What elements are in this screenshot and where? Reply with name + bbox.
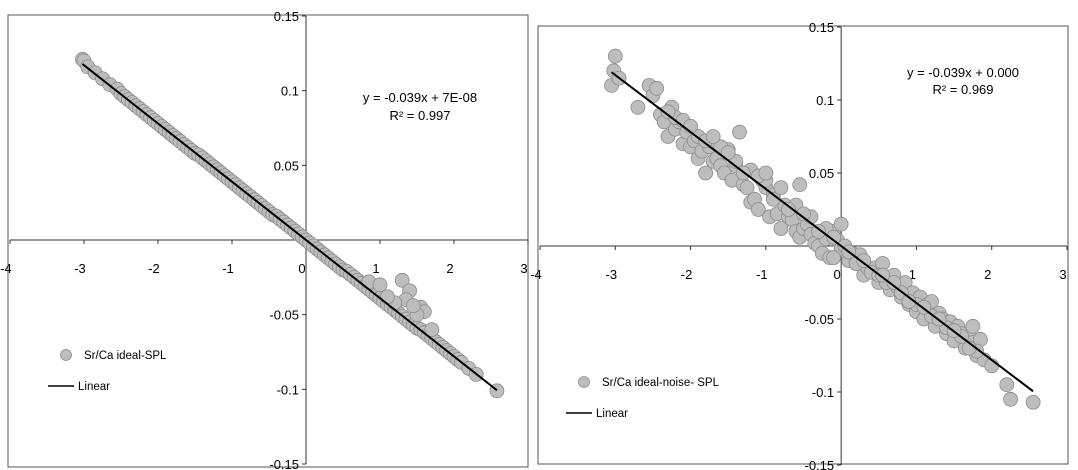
y-tick-label: -0.1 — [277, 382, 299, 397]
scatter-point — [811, 223, 826, 239]
trend-line — [81, 63, 498, 392]
scatter-point — [999, 377, 1015, 393]
chart-left: -4 -3 -2 -1 0 1 2 3 0.15 0.1 0.05 -0.05 -0.1 -0.15 y =… — [0, 9, 529, 470]
x-tick-label: 0 — [298, 261, 305, 276]
scatter-point — [781, 202, 796, 217]
chart-right: -4 -3 -2 -1 0 1 2 3 0.15 0.1 0.05 -0.05 -0.1 -0.15 y =… — [530, 20, 1069, 470]
plot-frame — [7, 14, 529, 468]
scatter-point — [424, 322, 440, 338]
x-tick-label: -3 — [606, 267, 618, 282]
scatter-point — [886, 275, 902, 290]
scatter-point — [732, 124, 747, 140]
scatter-point — [773, 221, 789, 236]
x-tick-label: -4 — [0, 261, 12, 276]
x-tick-label: -3 — [74, 261, 86, 276]
scatter-point — [379, 289, 395, 305]
scatter-point — [833, 216, 849, 232]
x-tick-label: -1 — [222, 261, 234, 276]
scatter-point — [630, 99, 646, 115]
x-tick-label: 2 — [984, 267, 991, 282]
legend-label-points: Sr/Ca ideal-noise- SPL — [602, 377, 720, 389]
y-tick-label: 0.1 — [816, 93, 834, 108]
trend-line — [610, 71, 1034, 393]
scatter-point — [965, 318, 981, 334]
y-tick-label: -0.15 — [805, 458, 835, 470]
scatter-point — [826, 229, 842, 245]
y-tick-label: 0.1 — [281, 84, 299, 99]
scatter-point — [826, 250, 842, 266]
scatter-point — [773, 180, 789, 196]
y-tick-label: -0.15 — [269, 457, 299, 470]
y-tick-label: -0.05 — [805, 312, 835, 327]
scatter-point — [372, 277, 388, 293]
x-tick-label: -2 — [148, 261, 160, 276]
trendline-r2: R² = 0.969 — [932, 82, 993, 97]
plot-frame — [537, 25, 1069, 465]
scatter-point — [607, 48, 623, 64]
scatter-point — [394, 272, 410, 288]
scatter-point — [1003, 391, 1018, 407]
y-tick-label: 0.15 — [274, 9, 299, 24]
scatter-point — [1025, 394, 1041, 410]
scatter-point — [739, 180, 755, 196]
scatter-point — [750, 202, 766, 217]
scatter-point — [758, 165, 774, 181]
scatter-point — [705, 129, 721, 144]
trendline-equation: y = -0.039x + 0.000 — [907, 65, 1019, 80]
x-tick-label: -2 — [681, 267, 693, 282]
scatter-point — [856, 253, 872, 269]
y-tick-label: 0.15 — [809, 20, 834, 35]
x-tick-label: 1 — [372, 261, 379, 276]
y-tick-label: 0.05 — [809, 166, 834, 181]
scatter-point — [792, 177, 808, 193]
x-tick-label: 3 — [1059, 267, 1066, 282]
scatter-point — [875, 267, 890, 283]
legend-marker-points — [578, 376, 590, 388]
scatter-point — [698, 165, 714, 181]
x-tick-label: -1 — [756, 267, 768, 282]
y-tick-label: -0.1 — [812, 385, 834, 400]
legend-label-points: Sr/Ca ideal-SPL — [84, 350, 167, 362]
scatter-point — [649, 80, 665, 96]
legend-label-line: Linear — [596, 408, 628, 420]
scatter-point — [660, 104, 676, 120]
scatter-point — [796, 206, 811, 222]
trendline-equation: y = -0.039x + 7E-08 — [363, 90, 477, 105]
y-tick-label: -0.05 — [269, 308, 299, 323]
x-tick-label: 2 — [446, 261, 453, 276]
x-tick-label: -4 — [530, 267, 542, 282]
x-tick-label: 1 — [909, 267, 916, 282]
legend-label-line: Linear — [78, 381, 110, 393]
x-tick-label: 3 — [520, 261, 527, 276]
legend-marker-points — [60, 349, 72, 361]
y-tick-label: 0.05 — [274, 158, 299, 173]
scatter-point — [405, 298, 421, 314]
x-tick-label: 0 — [834, 267, 841, 282]
trendline-r2: R² = 0.997 — [389, 108, 450, 123]
